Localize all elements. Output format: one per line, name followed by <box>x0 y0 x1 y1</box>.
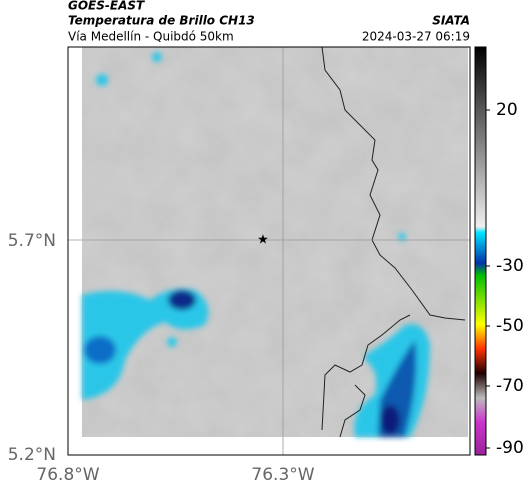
source: SIATA <box>432 14 470 28</box>
colorbar-label: -90 <box>496 438 524 458</box>
y-label: 5.7°N <box>8 231 56 251</box>
satellite-image <box>82 47 468 437</box>
coastline <box>321 46 466 438</box>
map-frame <box>67 46 471 456</box>
datetime: 2024-03-27 06:19 <box>362 30 470 44</box>
title: GOES-EAST <box>68 0 145 13</box>
x-label: 76.3°W <box>251 465 314 485</box>
colorbar-label: -50 <box>496 316 524 336</box>
colorbar-label: -30 <box>496 256 524 276</box>
subtitle: Temperatura de Brillo CH13 <box>68 14 255 28</box>
region: Vía Medellín - Quibdó 50km <box>68 30 234 44</box>
location-marker: ★ <box>257 233 269 248</box>
y-label: 5.2°N <box>8 445 56 465</box>
colorbar-label: 20 <box>496 100 518 120</box>
x-label: 76.8°W <box>36 465 99 485</box>
colorbar-ticks <box>486 109 490 449</box>
colorbar <box>474 46 487 456</box>
colorbar-label: -70 <box>496 376 524 396</box>
